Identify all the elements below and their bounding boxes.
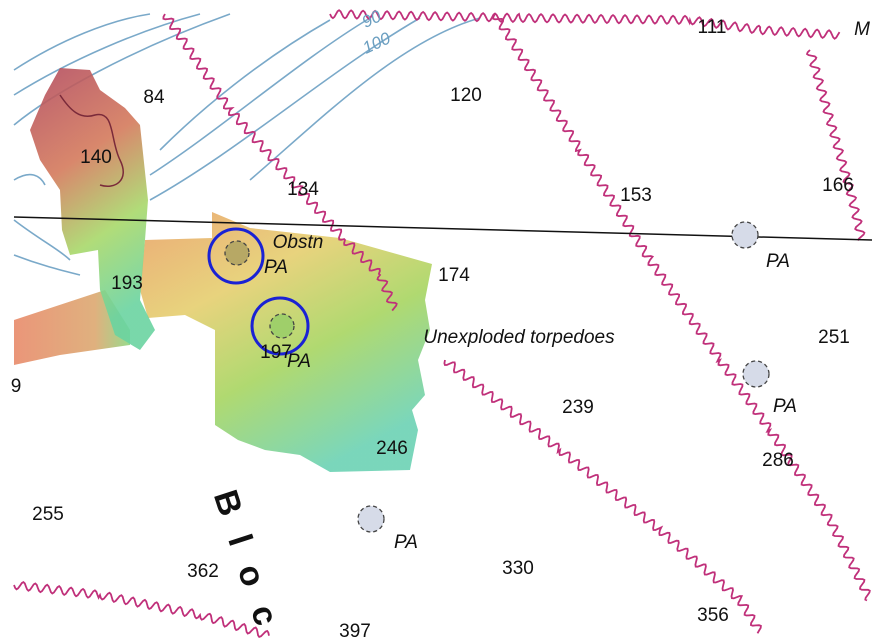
sounding: 330 (502, 558, 534, 579)
boundary-line (14, 582, 269, 637)
sounding: 9 (11, 376, 22, 397)
nautical-chart: 84 120 111 140 134 153 166 193 174 251 1… (0, 0, 872, 638)
pa-label: PA (394, 532, 418, 553)
page: {"soundings": ["84", "120", "111", "140"… (0, 0, 872, 638)
boundary-line (807, 50, 864, 241)
pa-marker (358, 506, 384, 532)
pa-label: PA (264, 257, 288, 278)
pa-marker (270, 314, 294, 338)
sounding: 255 (32, 504, 64, 525)
sounding: 286 (762, 450, 794, 471)
sounding: 356 (697, 605, 729, 626)
sounding: 166 (822, 175, 854, 196)
sounding: 174 (438, 265, 470, 286)
sounding: 397 (339, 621, 371, 638)
contour-label: 100 (360, 28, 394, 57)
sounding: 193 (111, 273, 143, 294)
sounding: 111 (698, 17, 727, 38)
pa-label: PA (773, 396, 797, 417)
sounding: 251 (818, 327, 850, 348)
sounding: 134 (287, 179, 319, 200)
sounding: 362 (187, 561, 219, 582)
pa-marker (743, 361, 769, 387)
boundary-line (330, 10, 840, 39)
sounding: 239 (562, 397, 594, 418)
obstruction-label: Obstn (273, 232, 324, 253)
sounding: 153 (620, 185, 652, 206)
sounding: 120 (450, 85, 482, 106)
sounding: 84 (143, 87, 165, 108)
pa-label: PA (766, 251, 790, 272)
pa-label: PA (287, 351, 311, 372)
pa-marker (225, 241, 249, 265)
sounding: 140 (80, 147, 112, 168)
pa-marker (732, 222, 758, 248)
boundary-line (493, 14, 870, 600)
sounding: 246 (376, 438, 408, 459)
boundary-line (444, 360, 761, 633)
place-label: M (854, 19, 870, 40)
hazard-label: Unexploded torpedoes (423, 327, 615, 348)
